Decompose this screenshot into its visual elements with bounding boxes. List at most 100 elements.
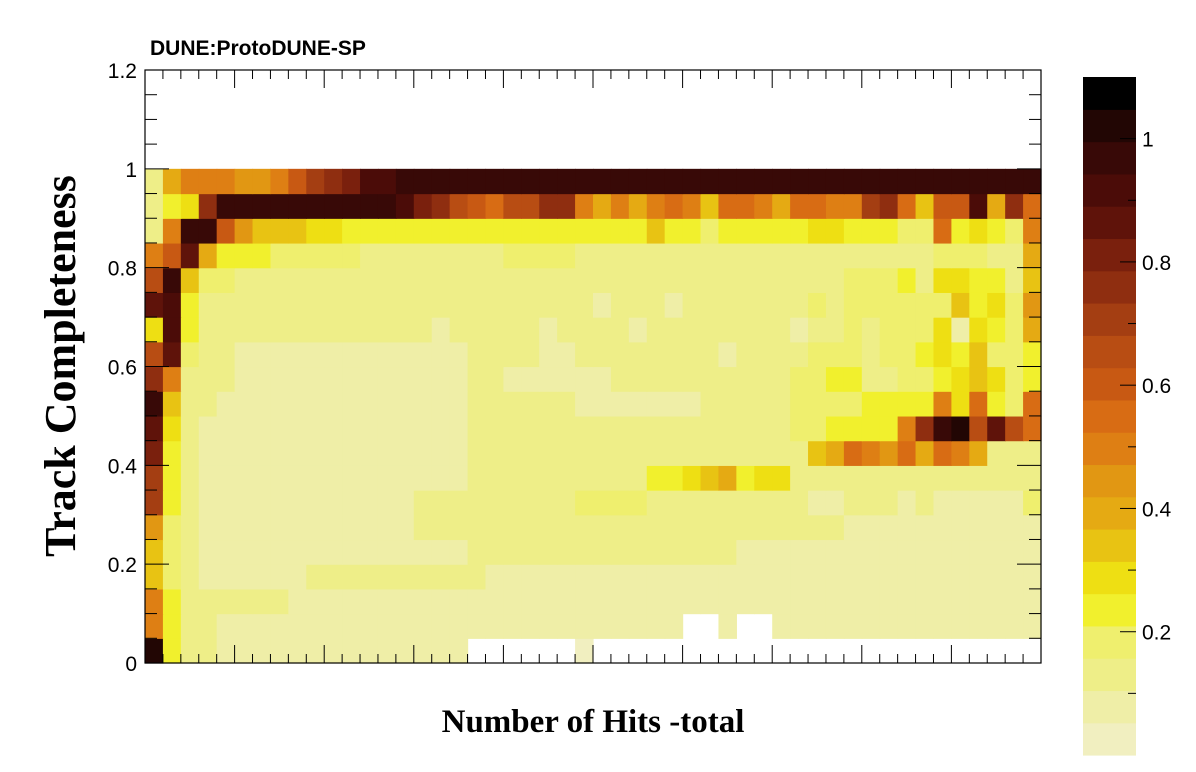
heatmap-cell	[915, 490, 935, 516]
y-tick-label: 0.2	[108, 554, 137, 577]
heatmap-cell	[718, 168, 737, 195]
heatmap-cell	[951, 341, 970, 368]
heatmap-cell	[861, 391, 881, 417]
heatmap-cell	[162, 366, 182, 392]
heatmap-cell	[772, 391, 791, 417]
heatmap-cell	[503, 465, 522, 491]
heatmap-cell	[628, 168, 648, 195]
heatmap-cell	[324, 514, 343, 541]
heatmap-cell	[467, 490, 487, 516]
y-tick-label: 0.6	[108, 357, 137, 380]
heatmap-cell	[252, 193, 272, 219]
heatmap-cell	[431, 341, 451, 368]
heatmap-cell	[879, 465, 899, 491]
heatmap-cell	[1005, 292, 1024, 318]
heatmap-cell	[234, 218, 254, 244]
heatmap-cell	[198, 490, 218, 516]
heatmap-cell	[915, 267, 935, 293]
heatmap-cell	[879, 366, 899, 392]
heatmap-cell	[1023, 391, 1042, 417]
heatmap-cell	[431, 242, 451, 269]
heatmap-cell	[288, 415, 307, 442]
heatmap-cell	[790, 415, 809, 442]
colorbar-segment	[1083, 432, 1136, 466]
heatmap-cell	[772, 440, 791, 466]
heatmap-cell	[897, 168, 917, 195]
heatmap-cell	[843, 267, 863, 293]
heatmap-cell	[234, 292, 254, 318]
heatmap-cell	[987, 168, 1006, 195]
heatmap-cell	[306, 638, 325, 664]
colorbar	[1083, 77, 1136, 756]
heatmap-cell	[933, 564, 952, 590]
heatmap-cell	[252, 317, 272, 343]
heatmap-cell	[162, 564, 182, 590]
heatmap-cell	[252, 514, 272, 541]
heatmap-cell	[449, 514, 469, 541]
heatmap-cell	[593, 218, 612, 244]
heatmap-cell	[736, 564, 755, 590]
heatmap-cell	[539, 292, 558, 318]
heatmap-cell	[431, 415, 451, 442]
heatmap-cell	[467, 242, 487, 269]
heatmap-cell	[682, 564, 702, 590]
heatmap-cell	[682, 292, 702, 318]
heatmap-cell	[431, 218, 451, 244]
heatmap-cell	[413, 317, 433, 343]
heatmap-cell	[503, 292, 522, 318]
heatmap-cell	[969, 242, 988, 269]
heatmap-cell	[843, 613, 863, 639]
heatmap-cell	[270, 168, 289, 195]
heatmap-cell	[413, 366, 433, 392]
heatmap-cell	[467, 168, 487, 195]
heatmap-cell	[915, 366, 935, 392]
colorbar-segment	[1083, 529, 1136, 562]
heatmap-cell	[467, 588, 487, 615]
heatmap-cell	[736, 317, 755, 343]
heatmap-cell	[915, 193, 935, 219]
heatmap-cell	[610, 514, 630, 541]
heatmap-cell	[306, 465, 325, 491]
heatmap-cell	[825, 391, 845, 417]
heatmap-cell	[1023, 564, 1042, 590]
heatmap-cell	[969, 539, 988, 565]
heatmap-cell	[879, 539, 899, 565]
heatmap-cell	[843, 218, 863, 244]
heatmap-cell	[413, 341, 433, 368]
heatmap-cell	[575, 539, 594, 565]
heatmap-cell	[306, 539, 325, 565]
heatmap-cell	[772, 267, 791, 293]
heatmap-cell	[413, 218, 433, 244]
heatmap-cell	[467, 564, 487, 590]
heatmap-cell	[252, 465, 272, 491]
heatmap-cell	[700, 267, 720, 293]
heatmap-cell	[718, 193, 737, 219]
heatmap-cell	[539, 193, 558, 219]
heatmap-cell	[861, 564, 881, 590]
heatmap-cell	[485, 539, 504, 565]
heatmap-cell	[700, 366, 720, 392]
heatmap-cell	[360, 242, 379, 269]
heatmap-cell	[485, 341, 504, 368]
heatmap-cell	[646, 391, 666, 417]
heatmap-cell	[413, 588, 433, 615]
heatmap-cell	[377, 588, 397, 615]
heatmap-cell	[360, 613, 379, 639]
heatmap-cell	[718, 465, 737, 491]
heatmap-cell	[145, 218, 164, 244]
heatmap-cell	[682, 267, 702, 293]
heatmap-cell	[521, 391, 540, 417]
heatmap-cell	[198, 465, 218, 491]
heatmap-cell	[557, 564, 576, 590]
heatmap-cell	[198, 193, 218, 219]
heatmap-cell	[754, 514, 773, 541]
colorbar-segment	[1083, 690, 1136, 724]
heatmap-cell	[808, 415, 827, 442]
heatmap-cell	[610, 613, 630, 639]
heatmap-cell	[198, 415, 218, 442]
heatmap-cell	[395, 317, 415, 343]
heatmap-cell	[664, 490, 684, 516]
heatmap-cell	[234, 514, 254, 541]
heatmap-cell	[682, 415, 702, 442]
heatmap-cell	[198, 564, 218, 590]
